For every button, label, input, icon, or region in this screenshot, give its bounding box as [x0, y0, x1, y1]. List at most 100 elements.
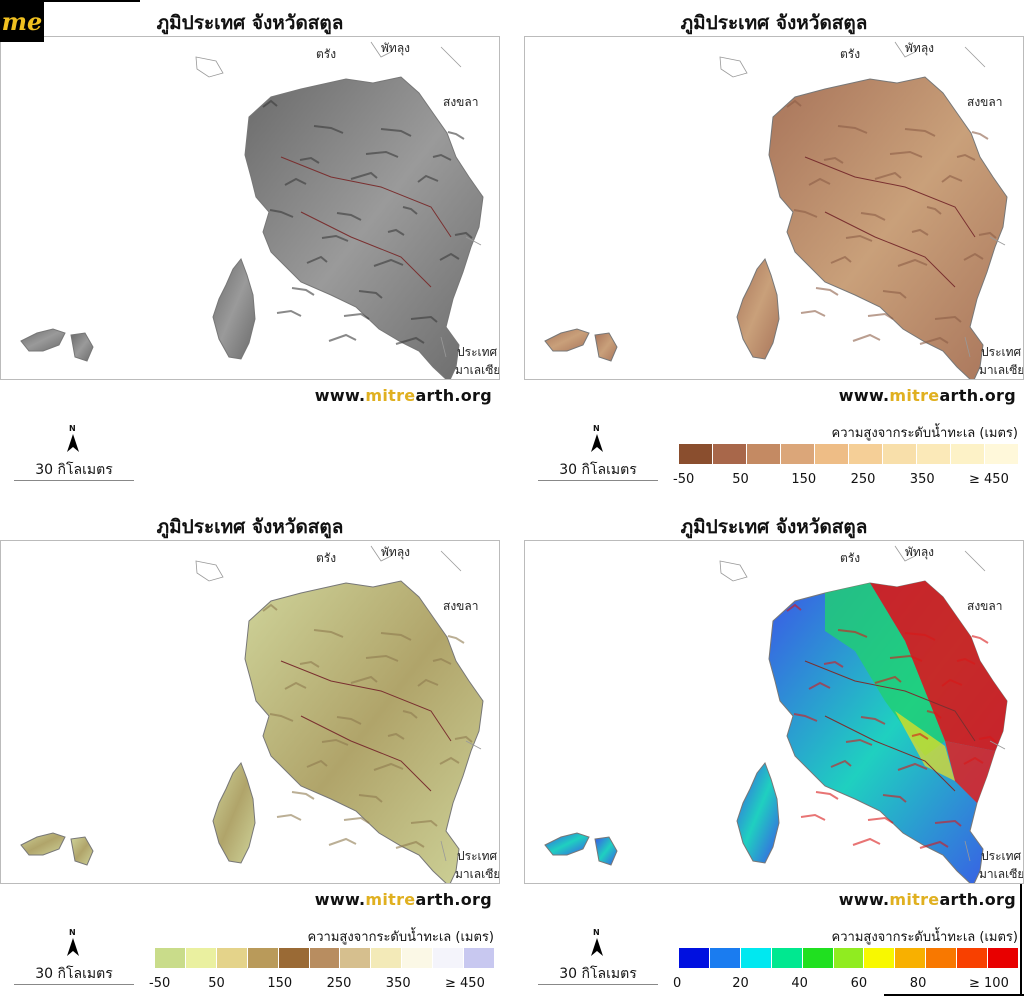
label-malaysia-2: มาเลเซีย: [455, 363, 500, 377]
label-malaysia-2: มาเลเซีย: [979, 363, 1024, 377]
label-malaysia-2: มาเลเซีย: [979, 867, 1024, 881]
label-phatthalung: พัทลุง: [905, 545, 935, 559]
north-arrow: N: [590, 424, 604, 454]
label-malaysia-1: ประเทศ: [457, 849, 498, 863]
legend-swatch: [185, 948, 217, 968]
legend-swatch: [802, 948, 834, 968]
legend-swatch: [464, 948, 495, 968]
north-arrow-icon: [591, 938, 603, 956]
legend-color-bar: [679, 948, 1019, 968]
legend-title: ความสูงจากระดับน้ำทะเล (เมตร): [831, 426, 1018, 441]
scale-label: 30 กิโลเมตร: [559, 462, 637, 478]
legend-tick-label: 350: [909, 472, 935, 487]
north-arrow-icon: [591, 434, 603, 452]
map-title: ภูมิประเทศ จังหวัดสตูล: [156, 12, 344, 34]
legend-tick-label: 250: [326, 976, 352, 991]
legend-tick-label: 0: [673, 976, 682, 991]
corner-decoration: [884, 994, 1024, 996]
terrain-map: [544, 41, 1008, 379]
legend-tick-label: 250: [850, 472, 876, 487]
legend-tick-label: ≥ 450: [445, 976, 485, 991]
north-arrow-icon: [67, 434, 79, 452]
legend-swatch: [957, 948, 989, 968]
label-malaysia-1: ประเทศ: [457, 345, 498, 359]
legend-swatch: [864, 948, 896, 968]
legend-swatch: [155, 948, 186, 968]
legend-tick-label: -50: [673, 472, 695, 487]
website-url[interactable]: www.mitrearth.org: [314, 386, 492, 405]
legend-swatch: [340, 948, 372, 968]
scale-bar: [538, 984, 658, 985]
label-phatthalung: พัทลุง: [381, 41, 411, 55]
terrain-map: [20, 41, 484, 379]
legend-swatch: [951, 444, 985, 464]
label-malaysia-1: ประเทศ: [981, 345, 1022, 359]
label-trang: ตรัง: [840, 47, 861, 61]
label-phatthalung: พัทลุง: [381, 545, 411, 559]
legend-swatch: [771, 948, 803, 968]
map-panel: ภูมิประเทศ จังหวัดสตูล: [524, 504, 1024, 1002]
north-label: N: [69, 424, 76, 433]
legend-swatch: [747, 444, 781, 464]
scale-bar: [14, 480, 134, 481]
scale-bar: [14, 984, 134, 985]
legend-tick-label: ≥ 100: [969, 976, 1009, 991]
north-arrow: N: [66, 424, 80, 454]
legend-swatch: [926, 948, 958, 968]
legend-swatch: [985, 444, 1019, 464]
legend-tick-label: 50: [732, 472, 749, 487]
legend-color-bar: [679, 444, 1019, 464]
terrain-map: [544, 545, 1008, 883]
legend-swatch: [988, 948, 1019, 968]
map-panel: ภูมิประเทศ จังหวัดสตูล: [0, 504, 500, 1002]
map-title: ภูมิประเทศ จังหวัดสตูล: [680, 12, 868, 34]
mitrearth-logo: me: [0, 0, 44, 42]
legend-swatch: [781, 444, 815, 464]
legend-title: ความสูงจากระดับน้ำทะเล (เมตร): [831, 930, 1018, 945]
scale-bar: [538, 480, 658, 481]
label-songkhla: สงขลา: [967, 599, 1003, 613]
legend-tick-label: -50: [149, 976, 171, 991]
website-url[interactable]: www.mitrearth.org: [838, 890, 1016, 909]
north-label: N: [593, 424, 600, 433]
legend-tick-label: ≥ 450: [969, 472, 1009, 487]
legend-swatch: [216, 948, 248, 968]
legend-swatch: [309, 948, 341, 968]
legend-tick-label: 60: [850, 976, 868, 991]
legend-swatch: [713, 444, 747, 464]
map-title: ภูมิประเทศ จังหวัดสตูล: [680, 516, 868, 538]
legend-swatch: [917, 444, 951, 464]
scale-label: 30 กิโลเมตร: [559, 966, 637, 982]
legend-tick-label: 40: [791, 976, 808, 991]
label-trang: ตรัง: [840, 551, 861, 565]
legend-swatch: [371, 948, 403, 968]
north-label: N: [69, 928, 76, 937]
north-arrow: N: [66, 928, 80, 958]
website-url[interactable]: www.mitrearth.org: [314, 890, 492, 909]
label-malaysia-2: มาเลเซีย: [455, 867, 500, 881]
legend-swatch: [815, 444, 849, 464]
legend-swatch: [247, 948, 279, 968]
legend-tick-label: 150: [791, 472, 817, 487]
map-frame: ตรัง พัทลุง สงขลา ประเทศ มาเลเซีย: [524, 540, 1024, 884]
scale-label: 30 กิโลเมตร: [35, 966, 113, 982]
legend-swatch: [833, 948, 865, 968]
legend-tick-label: 150: [267, 976, 293, 991]
label-trang: ตรัง: [316, 47, 337, 61]
scale-label: 30 กิโลเมตร: [35, 462, 113, 478]
north-arrow: N: [590, 928, 604, 958]
legend-tick-label: 350: [385, 976, 411, 991]
legend-tick-label: 80: [909, 976, 927, 991]
north-arrow-icon: [67, 938, 79, 956]
legend-swatch: [883, 444, 917, 464]
legend-swatch: [679, 444, 713, 464]
legend-tick-label: 50: [208, 976, 225, 991]
map-panel: ภูมิประเทศ จังหวัดสตูล: [0, 0, 500, 498]
legend-swatch: [709, 948, 741, 968]
legend-color-bar: [155, 948, 495, 968]
label-songkhla: สงขลา: [967, 95, 1003, 109]
label-phatthalung: พัทลุง: [905, 41, 935, 55]
legend-swatch: [679, 948, 710, 968]
legend-tick-label: 20: [732, 976, 749, 991]
website-url[interactable]: www.mitrearth.org: [838, 386, 1016, 405]
